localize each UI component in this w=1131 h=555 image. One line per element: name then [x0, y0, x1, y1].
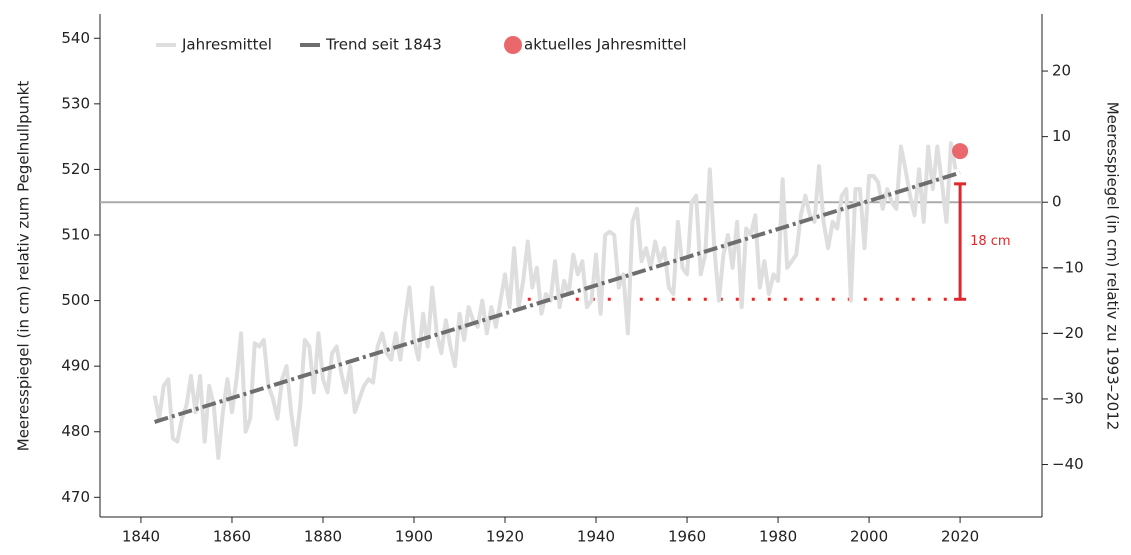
y-tick-label: 510: [61, 226, 90, 244]
y2-tick-label: −40: [1052, 455, 1084, 473]
x-tick-label: 2020: [941, 528, 979, 546]
y2-tick-label: −30: [1052, 389, 1084, 407]
legend-marker: [504, 36, 522, 54]
y-tick-label: 530: [61, 94, 90, 112]
y-tick-label: 490: [61, 357, 90, 375]
x-tick-label: 1900: [395, 528, 433, 546]
y-tick-label: 470: [61, 488, 90, 506]
y2-tick-label: 0: [1052, 193, 1062, 211]
x-tick-label: 1980: [759, 528, 797, 546]
y-axis-label: Meeresspiegel (in cm) relativ zum Pegeln…: [15, 81, 33, 452]
y2-tick-label: −10: [1052, 258, 1084, 276]
x-tick-label: 1840: [122, 528, 160, 546]
annotation-text: 18 cm: [970, 234, 1011, 249]
y2-tick-label: 20: [1052, 62, 1071, 80]
legend-label: aktuelles Jahresmittel: [524, 36, 687, 54]
y2-tick-label: −20: [1052, 324, 1084, 342]
x-tick-label: 1860: [213, 528, 251, 546]
legend-label: Jahresmittel: [181, 36, 272, 54]
x-tick-label: 1960: [668, 528, 706, 546]
x-tick-label: 1940: [577, 528, 615, 546]
x-tick-label: 2000: [850, 528, 888, 546]
y-tick-label: 480: [61, 422, 90, 440]
y2-axis-label: Meeresspiegel (in cm) relativ zu 1993–20…: [1104, 102, 1122, 431]
x-tick-label: 1920: [486, 528, 524, 546]
y-tick-label: 540: [61, 29, 90, 47]
legend-label: Trend seit 1843: [325, 36, 442, 54]
series-line: [152, 141, 958, 460]
y-tick-label: 500: [61, 291, 90, 309]
y-tick-label: 520: [61, 160, 90, 178]
series-line: [154, 170, 961, 424]
point: [952, 143, 969, 160]
x-tick-label: 1880: [304, 528, 342, 546]
y2-tick-label: 10: [1052, 127, 1071, 145]
